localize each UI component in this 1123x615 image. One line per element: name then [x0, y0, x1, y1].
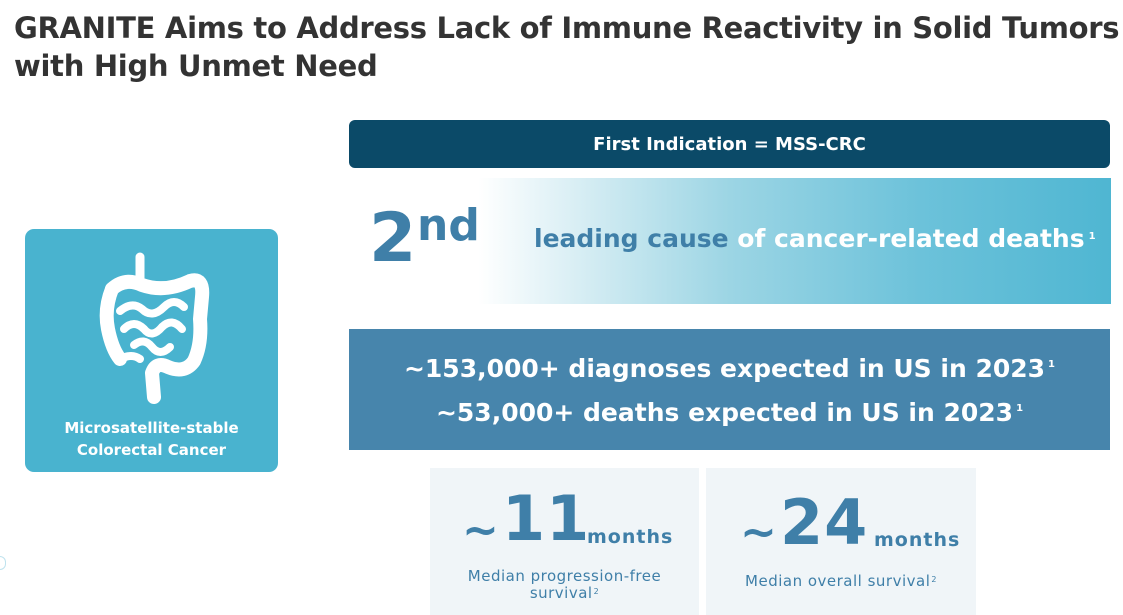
tile-label-line-1: Microsatellite-stable	[64, 419, 239, 437]
tile-label-line-2: Colorectal Cancer	[76, 441, 227, 459]
mss-crc-tile: Microsatellite-stable Colorectal Cancer	[25, 229, 278, 472]
os-footnote: 2	[931, 575, 937, 584]
pfs-caption-line-2: survival2	[529, 584, 600, 602]
first-indication-banner: First Indication = MSS-CRC	[349, 120, 1110, 168]
deaths-stat: ~53,000+ deaths expected in US in 2023 1	[349, 396, 1110, 430]
rank-number: 2	[369, 199, 416, 278]
pfs-footnote: 2	[593, 587, 600, 596]
rank-suffix: nd	[417, 200, 480, 251]
pfs-card: ~ 11 months Median progression-free surv…	[430, 468, 699, 615]
pfs-tilde: ~	[462, 505, 499, 556]
slide-title-line-1: GRANITE Aims to Address Lack of Immune R…	[14, 11, 1120, 45]
diagnoses-footnote: 1	[1048, 359, 1056, 370]
pfs-caption: Median progression-free survival2	[430, 568, 699, 602]
incidence-stats-band: ~153,000+ diagnoses expected in US in 20…	[349, 329, 1110, 450]
deaths-text: ~53,000+ deaths expected in US in 2023	[435, 398, 1014, 427]
pfs-unit: months	[587, 526, 674, 548]
edge-decoration	[0, 556, 6, 570]
rank-band: 2 nd leading cause of cancer-related dea…	[349, 178, 1111, 304]
rank-text-rest: of cancer-related deaths	[728, 224, 1085, 253]
slide-title-line-2: with High Unmet Need	[14, 49, 378, 83]
first-indication-label: First Indication = MSS-CRC	[593, 133, 866, 155]
deaths-footnote: 1	[1016, 403, 1024, 414]
rank-text-emphasis: leading cause	[534, 224, 729, 253]
os-caption: Median overall survival2	[706, 573, 976, 590]
intestine-icon	[99, 252, 210, 404]
slide-title: GRANITE Aims to Address Lack of Immune R…	[14, 9, 1123, 85]
pfs-caption-line-1: Median progression-free	[467, 567, 662, 585]
os-caption-text: Median overall survival	[745, 572, 931, 590]
diagnoses-text: ~153,000+ diagnoses expected in US in 20…	[403, 354, 1046, 383]
os-unit: months	[874, 529, 961, 551]
diagnoses-stat: ~153,000+ diagnoses expected in US in 20…	[349, 352, 1110, 386]
os-card: ~ 24 months Median overall survival2	[706, 468, 976, 615]
tile-label: Microsatellite-stable Colorectal Cancer	[25, 417, 278, 461]
os-tilde: ~	[740, 507, 777, 558]
rank-footnote: 1	[1088, 231, 1096, 242]
rank-description: leading cause of cancer-related deaths 1	[534, 222, 1096, 256]
pfs-value: 11	[502, 482, 591, 555]
os-value: 24	[780, 486, 869, 559]
